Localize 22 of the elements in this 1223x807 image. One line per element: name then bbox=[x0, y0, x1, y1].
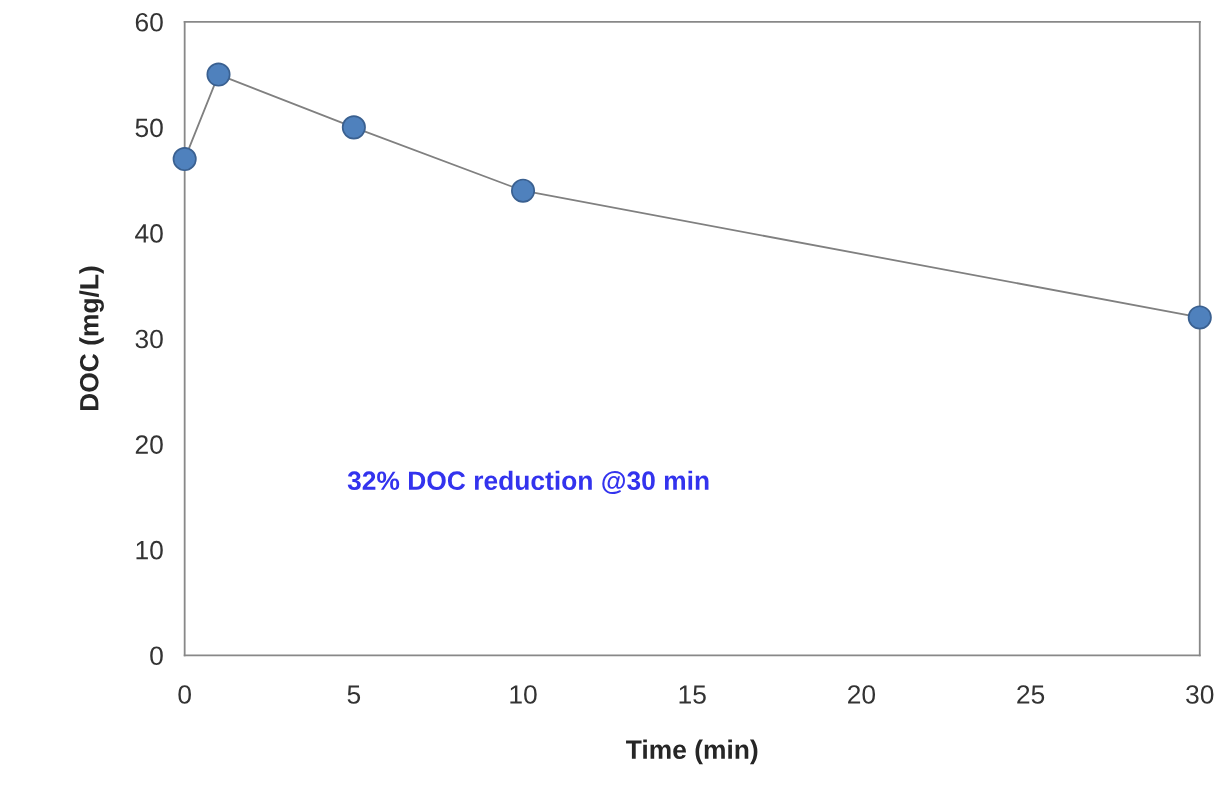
point bbox=[511, 178, 536, 203]
point bbox=[172, 147, 197, 172]
point bbox=[1187, 305, 1212, 330]
y-tick-label: 50 bbox=[135, 118, 163, 138]
x-axis-title: Time (min) bbox=[626, 739, 758, 765]
x-tick-label: 25 bbox=[1017, 685, 1045, 704]
y-tick-label: 60 bbox=[135, 12, 163, 32]
x-tick-label: 5 bbox=[347, 685, 361, 704]
y-tick-label: 0 bbox=[150, 646, 163, 666]
x-tick-label: 10 bbox=[510, 685, 537, 704]
y-tick-label: 40 bbox=[135, 224, 163, 243]
y-tick-label: 10 bbox=[136, 540, 163, 560]
y-tick-label: 20 bbox=[135, 435, 163, 454]
x-tick-label: 30 bbox=[1186, 685, 1214, 704]
x-tick-label: 15 bbox=[679, 685, 706, 704]
x-tick-label: 0 bbox=[178, 685, 191, 704]
y-axis-title: DOC (mg/L) bbox=[79, 266, 104, 411]
point bbox=[341, 115, 366, 140]
x-tick-label: 20 bbox=[848, 685, 876, 704]
point bbox=[206, 62, 231, 87]
annotation: 32% DOC reduction @30 min bbox=[347, 470, 709, 494]
y-tick-label: 30 bbox=[135, 329, 163, 349]
